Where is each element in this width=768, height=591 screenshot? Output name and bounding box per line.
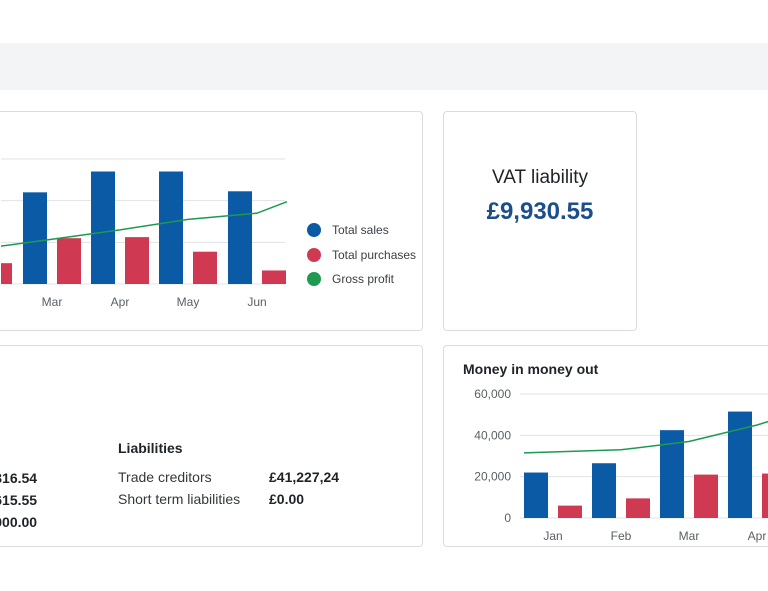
- legend-dot-icon: [307, 247, 321, 262]
- y-tick-label: 60,000: [474, 387, 511, 401]
- liability-row: Trade creditors £41,227,24: [118, 466, 339, 488]
- bar-money-out: [558, 505, 582, 518]
- money-chart: 60,000 40,000 20,000 0 Jan Feb Mar Apr: [474, 387, 768, 543]
- y-tick-label: 0: [504, 511, 511, 525]
- legend-item-total-purchases[interactable]: Total purchases: [307, 243, 416, 268]
- balance-sheet-card: £88,316.54 £57,615.55 £25,000.00 Liabili…: [0, 345, 423, 547]
- liabilities-heading: Liabilities: [118, 440, 183, 456]
- x-tick-label: Mar: [679, 529, 700, 543]
- legend-dot-icon: [307, 223, 321, 238]
- asset-value: £57,615.55: [0, 492, 38, 508]
- x-tick-label: May: [177, 295, 200, 309]
- bar-money-in: [524, 472, 548, 518]
- bar-total-purchases: [1, 263, 12, 284]
- bar-money-in: [592, 463, 616, 518]
- liability-row: Short term liabilities £0.00: [118, 488, 339, 510]
- sales-chart-legend: Total sales Total purchases Gross profit: [307, 218, 416, 292]
- x-tick-label: Jan: [543, 529, 562, 543]
- x-tick-label: Jun: [247, 295, 266, 309]
- bar-total-purchases: [125, 237, 149, 284]
- money-chart-title: Money in money out: [463, 361, 599, 377]
- asset-value: £88,316.54: [0, 470, 38, 486]
- x-tick-label: Mar: [42, 295, 63, 309]
- bar-money-out: [762, 473, 768, 518]
- line-net: [523, 420, 768, 454]
- bar-total-sales: [23, 192, 47, 284]
- header-band: [0, 43, 768, 90]
- vat-liability-card[interactable]: VAT liability £9,930.55: [443, 111, 637, 331]
- bar-total-purchases: [57, 238, 81, 284]
- x-tick-label: Apr: [111, 295, 130, 309]
- liabilities-list: Trade creditors £41,227,24 Short term li…: [118, 466, 339, 510]
- liability-label: Short term liabilities: [118, 491, 241, 507]
- legend-item-total-sales[interactable]: Total sales: [307, 218, 416, 243]
- bar-total-purchases: [193, 251, 217, 284]
- x-tick-label: Feb: [611, 529, 632, 543]
- bar-total-purchases: [262, 270, 286, 284]
- y-tick-label: 20,000: [474, 470, 511, 484]
- legend-label: Total sales: [332, 223, 389, 238]
- vat-title: VAT liability: [491, 167, 589, 188]
- asset-values: £88,316.54 £57,615.55 £25,000.00: [0, 467, 61, 533]
- line-gross-profit: [1, 201, 288, 247]
- asset-value: £25,000.00: [0, 514, 38, 530]
- money-in-out-card: Money in money out 60,000 40,000 20,000 0 Ja…: [443, 345, 768, 547]
- legend-label: Total purchases: [332, 247, 417, 262]
- bar-total-sales: [159, 171, 183, 284]
- vat-value: £9,930.55: [486, 198, 594, 225]
- legend-label: Gross profit: [332, 272, 395, 287]
- bar-money-out: [694, 474, 718, 518]
- liability-amount: £41,227,24: [269, 469, 340, 485]
- sales-chart: Mar Apr May Jun: [1, 158, 288, 309]
- bar-total-sales: [91, 171, 115, 284]
- liability-amount: £0.00: [269, 491, 305, 507]
- legend-item-gross-profit[interactable]: Gross profit: [307, 267, 416, 292]
- liability-label: Trade creditors: [118, 469, 212, 485]
- legend-dot-icon: [307, 272, 321, 287]
- bar-total-sales: [228, 191, 252, 284]
- x-tick-label: Apr: [748, 529, 767, 543]
- y-tick-label: 40,000: [474, 428, 511, 442]
- sales-purchases-card: Mar Apr May Jun Total sales Total purchases…: [0, 111, 423, 331]
- bar-money-out: [626, 498, 650, 518]
